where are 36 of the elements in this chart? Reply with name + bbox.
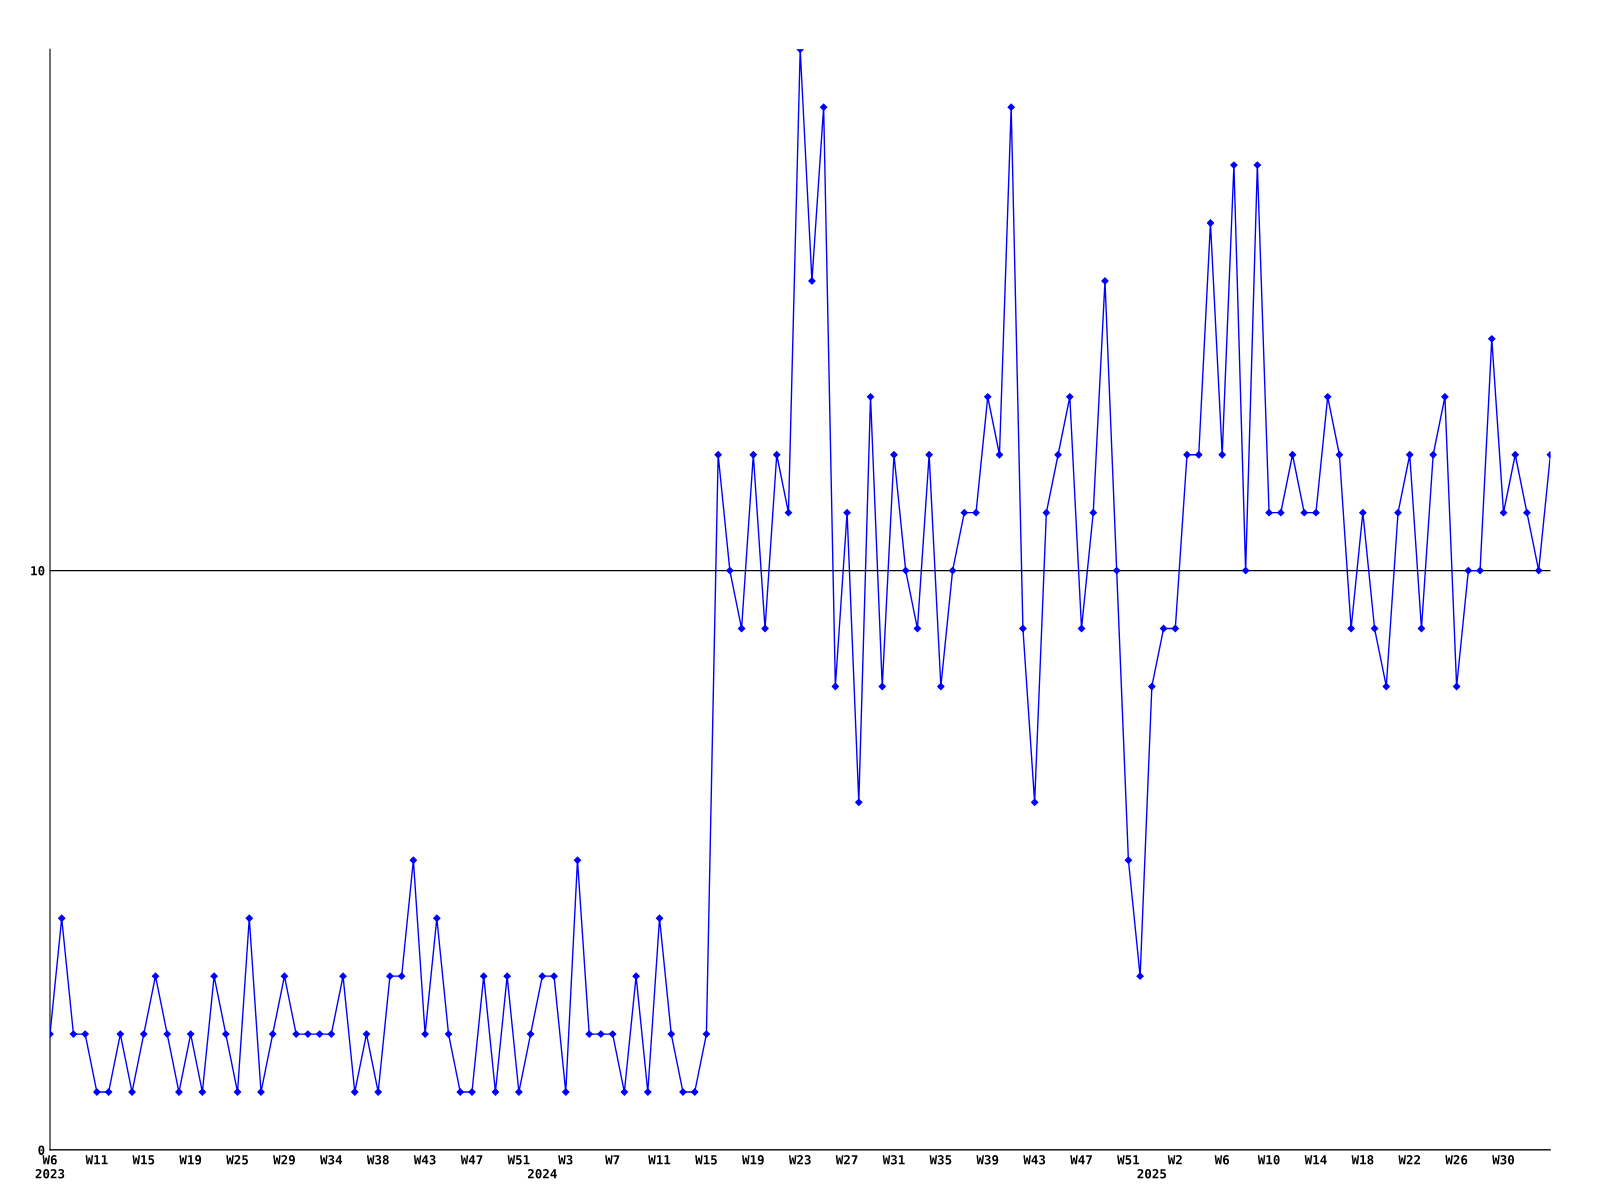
x-tick-label: W43 bbox=[1023, 1155, 1046, 1165]
x-tick-label: W30 bbox=[1492, 1155, 1515, 1165]
x-tick-label: W27 bbox=[835, 1155, 858, 1165]
x-tick-label: W6 bbox=[1214, 1155, 1230, 1165]
x-tick-label: W15 bbox=[695, 1155, 717, 1165]
x-tick-label: W31 bbox=[882, 1155, 905, 1165]
x-tick-label: W25 bbox=[226, 1155, 248, 1165]
x-tick-label: W15 bbox=[132, 1155, 155, 1165]
x-tick-label: W34 bbox=[320, 1155, 343, 1165]
x-tick-label: W26 bbox=[1445, 1155, 1468, 1165]
x-tick-label: W22 bbox=[1398, 1155, 1420, 1165]
x-tick-label: W2 bbox=[1167, 1155, 1182, 1165]
x-tick-label: W14 bbox=[1304, 1155, 1327, 1165]
x-tick-label: W10 bbox=[1257, 1155, 1280, 1165]
x-tick-label: 2024 bbox=[527, 1169, 557, 1179]
x-tick-label: W6 2023 bbox=[35, 1155, 65, 1179]
x-tick-label: W51 bbox=[507, 1155, 530, 1165]
x-tick-label: W11 bbox=[648, 1155, 671, 1165]
x-tick-label: W38 bbox=[366, 1155, 389, 1165]
x-tick-label: W39 bbox=[976, 1155, 999, 1165]
y-tick-label: 0 bbox=[38, 1145, 45, 1155]
x-tick-label: W29 bbox=[273, 1155, 295, 1165]
x-tick-label: W3 bbox=[558, 1155, 573, 1165]
x-tick-label: W47 bbox=[460, 1155, 483, 1165]
x-tick-label: W23 bbox=[788, 1155, 811, 1165]
x-tick-label: W11 bbox=[85, 1155, 108, 1165]
y-tick-label: 10 bbox=[31, 566, 45, 576]
x-tick-label: 2025 bbox=[1137, 1169, 1167, 1179]
x-tick-label: W7 bbox=[605, 1155, 620, 1165]
x-tick-label: W35 bbox=[929, 1155, 952, 1165]
x-tick-label: W47 bbox=[1070, 1155, 1092, 1165]
x-tick-label: W19 bbox=[742, 1155, 764, 1165]
x-tick-label: W18 bbox=[1351, 1155, 1374, 1165]
x-tick-label: W51 bbox=[1117, 1155, 1140, 1165]
x-tick-label: W43 bbox=[413, 1155, 436, 1165]
x-tick-label: W19 bbox=[179, 1155, 202, 1165]
